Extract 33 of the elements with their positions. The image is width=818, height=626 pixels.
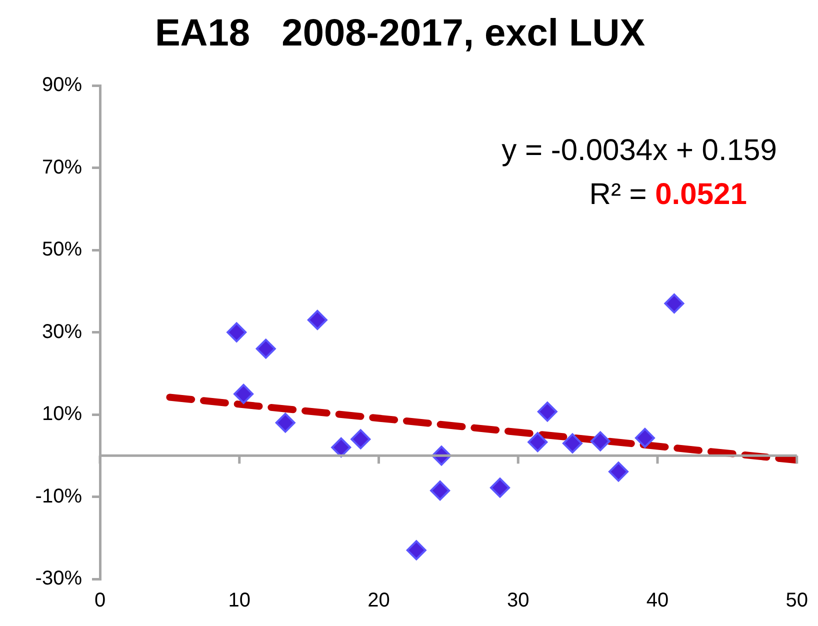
- point: [537, 402, 558, 422]
- point: [664, 294, 684, 314]
- y-tick-label: -30%: [35, 568, 82, 590]
- point: [590, 431, 610, 452]
- point: [528, 432, 548, 452]
- annotation: y = -0.0034x + 0.159: [502, 134, 777, 167]
- point: [608, 462, 628, 482]
- y-tick-label: 10%: [42, 403, 82, 426]
- x-tick-label: 10: [228, 590, 250, 612]
- y-tick-label: 30%: [42, 320, 82, 343]
- point: [331, 437, 352, 458]
- point: [275, 412, 296, 433]
- x-tick-label: 30: [507, 590, 530, 612]
- y-tick-label: 70%: [42, 156, 82, 178]
- point: [562, 433, 582, 454]
- point: [490, 478, 510, 498]
- point: [307, 310, 328, 330]
- annotation: R² = 0.0521: [589, 178, 747, 211]
- x-tick-label: 0: [94, 590, 106, 612]
- x-tick-label: 50: [786, 590, 808, 612]
- y-tick-label: 90%: [42, 74, 82, 96]
- y-tick-label: -10%: [35, 485, 82, 508]
- point: [256, 338, 276, 359]
- chart-title: EA18 2008-2017, excl LUX: [154, 12, 646, 54]
- point: [430, 480, 450, 501]
- point: [226, 322, 247, 342]
- point: [634, 428, 655, 448]
- point: [406, 540, 426, 560]
- point: [350, 429, 371, 450]
- y-tick-label: 50%: [42, 238, 82, 261]
- point: [234, 384, 254, 404]
- x-tick-label: 20: [368, 590, 390, 612]
- x-tick-label: 40: [646, 590, 669, 612]
